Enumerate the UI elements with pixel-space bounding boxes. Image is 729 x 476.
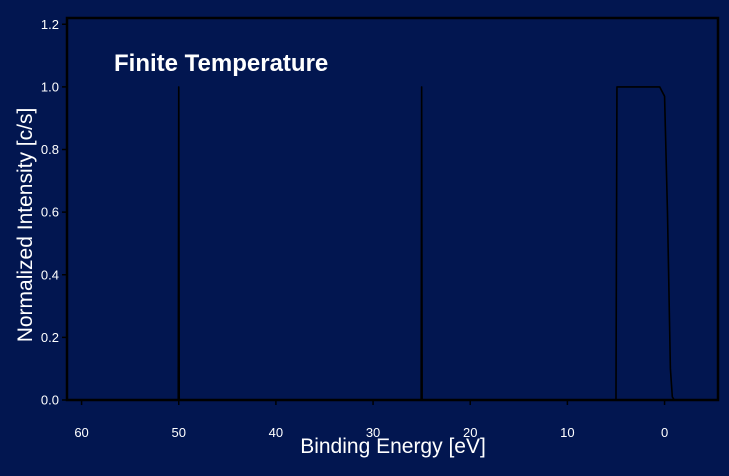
x-axis-label: Binding Energy [eV] [300, 435, 486, 458]
y-tick-label: 0.0 [41, 393, 59, 408]
y-tick-label: 0.8 [41, 142, 59, 157]
x-tick-label: 60 [74, 425, 88, 440]
y-axis: 0.0 0.2 0.4 0.6 0.8 1.0 1.2 [41, 17, 67, 408]
x-tick-label: 50 [172, 425, 186, 440]
x-tick-label: 20 [463, 425, 477, 440]
series-layer [67, 86, 684, 401]
x-tick-label: 30 [366, 425, 380, 440]
x-tick-label: 10 [560, 425, 574, 440]
chart-annotation: Finite Temperature [114, 50, 328, 77]
x-tick-label: 0 [661, 425, 668, 440]
x-tick-label: 40 [269, 425, 283, 440]
y-tick-label: 0.6 [41, 205, 59, 220]
y-tick-label: 1.0 [41, 79, 59, 94]
series-line-1 [67, 86, 684, 401]
y-axis-label: Normalized Intensity [c/s] [14, 108, 37, 343]
x-axis: 60 50 40 30 20 10 0 [74, 400, 668, 440]
y-tick-label: 0.2 [41, 330, 59, 345]
y-tick-label: 0.4 [41, 267, 59, 282]
y-tick-label: 1.2 [41, 17, 59, 32]
plot-area [65, 16, 720, 402]
